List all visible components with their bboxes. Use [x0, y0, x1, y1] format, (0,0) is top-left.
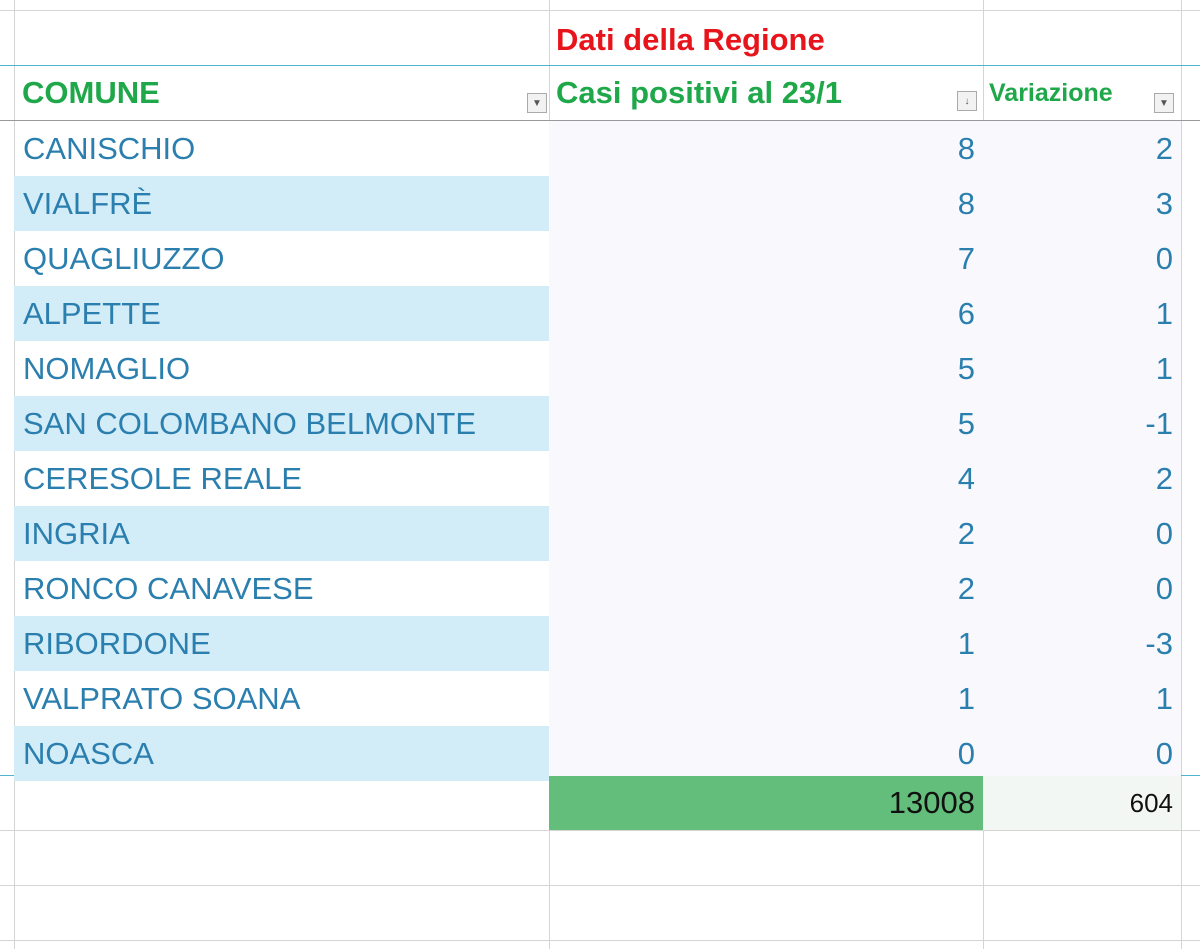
casi-cell[interactable]: 6: [549, 286, 983, 341]
variazione-cell[interactable]: -3: [983, 616, 1181, 671]
comune-cell[interactable]: CERESOLE REALE: [23, 460, 303, 496]
sort-descending-icon[interactable]: ↓: [957, 91, 977, 111]
variazione-cell[interactable]: 2: [983, 451, 1181, 506]
filter-dropdown-icon[interactable]: ▼: [1154, 93, 1174, 113]
comune-cell[interactable]: RIBORDONE: [14, 616, 549, 671]
comune-cell[interactable]: VIALFRÈ: [14, 176, 549, 231]
header-comune: COMUNE: [22, 75, 160, 110]
total-variazione[interactable]: 604: [983, 776, 1181, 830]
variazione-cell[interactable]: 0: [983, 561, 1181, 616]
casi-cell[interactable]: 8: [549, 121, 983, 176]
casi-cell[interactable]: 4: [549, 451, 983, 506]
comune-cell[interactable]: VALPRATO SOANA: [23, 680, 301, 716]
casi-cell[interactable]: 2: [549, 561, 983, 616]
casi-cell[interactable]: 5: [549, 341, 983, 396]
comune-cell[interactable]: NOASCA: [14, 726, 549, 781]
casi-cell[interactable]: 7: [549, 231, 983, 286]
variazione-cell[interactable]: -1: [983, 396, 1181, 451]
variazione-cell[interactable]: 0: [983, 231, 1181, 286]
comune-cell[interactable]: QUAGLIUZZO: [23, 240, 225, 276]
variazione-cell[interactable]: 1: [983, 671, 1181, 726]
casi-cell[interactable]: 0: [549, 726, 983, 781]
region-data-title: Dati della Regione: [556, 21, 825, 57]
total-casi[interactable]: 13008: [549, 776, 983, 830]
variazione-cell[interactable]: 3: [983, 176, 1181, 231]
casi-cell[interactable]: 5: [549, 396, 983, 451]
variazione-cell[interactable]: 0: [983, 726, 1181, 781]
header-casi-positivi: Casi positivi al 23/1: [556, 75, 843, 110]
comune-cell[interactable]: CANISCHIO: [23, 130, 196, 166]
variazione-cell[interactable]: 1: [983, 286, 1181, 341]
comune-cell[interactable]: SAN COLOMBANO BELMONTE: [14, 396, 549, 451]
variazione-cell[interactable]: 0: [983, 506, 1181, 561]
casi-cell[interactable]: 8: [549, 176, 983, 231]
casi-cell[interactable]: 1: [549, 616, 983, 671]
comune-cell[interactable]: NOMAGLIO: [23, 350, 191, 386]
variazione-cell[interactable]: 2: [983, 121, 1181, 176]
header-variazione: Variazione: [989, 78, 1113, 107]
variazione-cell[interactable]: 1: [983, 341, 1181, 396]
casi-cell[interactable]: 2: [549, 506, 983, 561]
comune-cell[interactable]: RONCO CANAVESE: [23, 570, 314, 606]
comune-cell[interactable]: ALPETTE: [14, 286, 549, 341]
casi-cell[interactable]: 1: [549, 671, 983, 726]
comune-cell[interactable]: INGRIA: [14, 506, 549, 561]
filter-dropdown-icon[interactable]: ▼: [527, 93, 547, 113]
